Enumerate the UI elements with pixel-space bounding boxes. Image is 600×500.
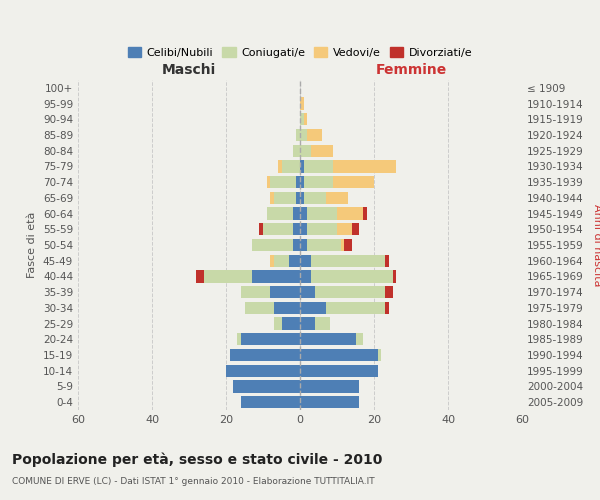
Bar <box>315 318 329 330</box>
Bar <box>293 223 300 235</box>
Bar <box>300 333 355 345</box>
Bar <box>300 349 378 361</box>
Bar <box>281 318 300 330</box>
Bar <box>344 239 352 251</box>
Y-axis label: Fasce di età: Fasce di età <box>28 212 37 278</box>
Bar <box>259 223 263 235</box>
Bar <box>307 129 322 141</box>
Bar <box>385 302 389 314</box>
Bar <box>304 192 326 204</box>
Bar <box>341 239 344 251</box>
Bar <box>300 318 315 330</box>
Bar <box>300 286 315 298</box>
Bar <box>266 176 271 188</box>
Bar <box>304 176 334 188</box>
Bar <box>289 254 300 267</box>
Bar <box>300 239 307 251</box>
Y-axis label: Anni di nascita: Anni di nascita <box>592 204 600 286</box>
Bar <box>307 239 341 251</box>
Bar <box>237 333 241 345</box>
Bar <box>274 192 296 204</box>
Bar <box>271 254 274 267</box>
Bar <box>334 176 374 188</box>
Bar <box>296 192 300 204</box>
Bar <box>300 208 307 220</box>
Bar <box>300 254 311 267</box>
Text: Maschi: Maschi <box>162 62 216 76</box>
Legend: Celibi/Nubili, Coniugati/e, Vedovi/e, Divorziati/e: Celibi/Nubili, Coniugati/e, Vedovi/e, Di… <box>124 42 476 62</box>
Bar <box>378 349 382 361</box>
Text: Popolazione per età, sesso e stato civile - 2010: Popolazione per età, sesso e stato civil… <box>12 452 382 467</box>
Bar <box>245 302 274 314</box>
Bar <box>300 176 304 188</box>
Bar <box>334 160 396 172</box>
Bar <box>267 208 293 220</box>
Bar <box>311 270 392 282</box>
Bar <box>204 270 252 282</box>
Bar <box>300 364 378 377</box>
Bar <box>337 223 352 235</box>
Bar <box>300 98 304 110</box>
Bar <box>296 176 300 188</box>
Bar <box>293 144 300 157</box>
Bar <box>196 270 204 282</box>
Bar <box>337 208 363 220</box>
Bar <box>300 270 311 282</box>
Bar <box>300 144 311 157</box>
Bar <box>311 144 334 157</box>
Bar <box>293 208 300 220</box>
Bar <box>241 396 300 408</box>
Bar <box>315 286 385 298</box>
Bar <box>241 333 300 345</box>
Bar <box>274 302 300 314</box>
Bar <box>307 208 337 220</box>
Bar <box>241 286 271 298</box>
Text: Femmine: Femmine <box>376 62 446 76</box>
Bar <box>363 208 367 220</box>
Bar <box>226 364 300 377</box>
Bar <box>233 380 300 392</box>
Bar <box>352 223 359 235</box>
Bar <box>271 286 300 298</box>
Bar <box>263 223 293 235</box>
Bar <box>296 129 300 141</box>
Bar <box>311 254 385 267</box>
Bar <box>278 160 281 172</box>
Bar <box>385 254 389 267</box>
Bar <box>293 239 300 251</box>
Text: COMUNE DI ERVE (LC) - Dati ISTAT 1° gennaio 2010 - Elaborazione TUTTITALIA.IT: COMUNE DI ERVE (LC) - Dati ISTAT 1° genn… <box>12 478 374 486</box>
Bar <box>271 176 296 188</box>
Bar <box>326 302 385 314</box>
Bar <box>300 396 359 408</box>
Bar <box>392 270 396 282</box>
Bar <box>385 286 392 298</box>
Bar <box>230 349 300 361</box>
Bar <box>271 192 274 204</box>
Bar <box>252 239 293 251</box>
Bar <box>300 129 307 141</box>
Bar <box>274 254 289 267</box>
Bar <box>304 160 334 172</box>
Bar <box>326 192 348 204</box>
Bar <box>304 113 307 126</box>
Bar <box>300 302 326 314</box>
Bar <box>307 223 337 235</box>
Bar <box>300 113 304 126</box>
Bar <box>355 333 363 345</box>
Bar <box>300 223 307 235</box>
Bar <box>300 192 304 204</box>
Bar <box>274 318 281 330</box>
Bar <box>300 160 304 172</box>
Bar <box>252 270 300 282</box>
Bar <box>300 380 359 392</box>
Bar <box>281 160 300 172</box>
